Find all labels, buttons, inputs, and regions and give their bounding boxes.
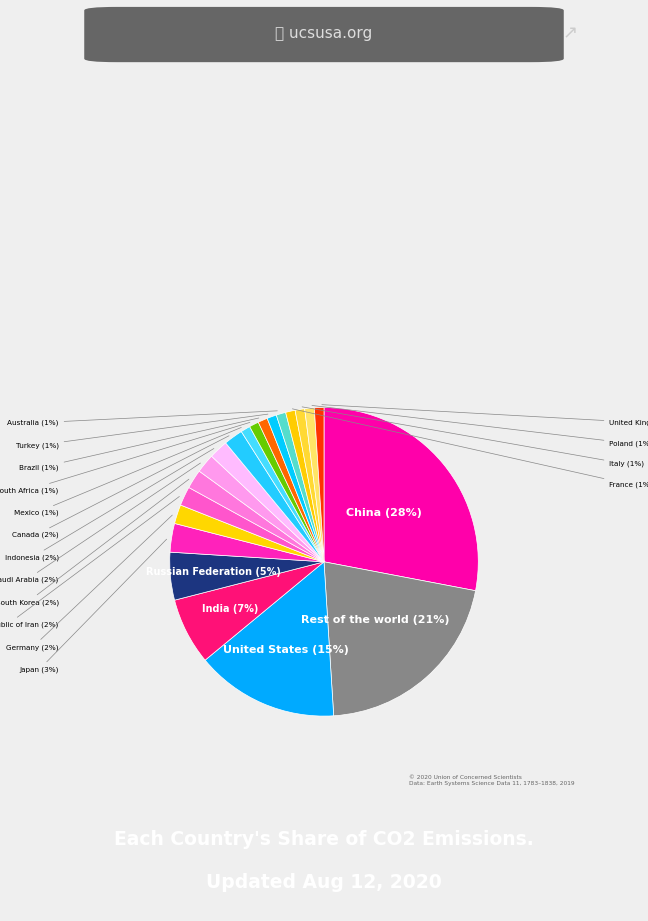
Wedge shape: [286, 410, 324, 562]
Wedge shape: [324, 407, 478, 590]
Text: Brazil (1%): Brazil (1%): [19, 418, 259, 471]
Text: © 2020 Union of Concerned Scientists
Data: Earth Systems Science Data 11, 1783–1: © 2020 Union of Concerned Scientists Dat…: [409, 775, 575, 786]
Wedge shape: [295, 409, 324, 562]
Text: South Korea (2%): South Korea (2%): [0, 479, 189, 606]
Text: Poland (1%): Poland (1%): [312, 405, 648, 447]
Wedge shape: [174, 505, 324, 562]
Text: Indonesia (2%): Indonesia (2%): [5, 449, 214, 561]
Text: Japan (3%): Japan (3%): [19, 539, 167, 673]
Wedge shape: [170, 552, 324, 600]
Text: India (7%): India (7%): [202, 604, 259, 614]
Text: Updated Aug 12, 2020: Updated Aug 12, 2020: [206, 873, 442, 892]
Text: Australia (1%): Australia (1%): [7, 411, 277, 426]
Text: United States (15%): United States (15%): [223, 645, 349, 655]
Wedge shape: [189, 472, 324, 562]
Text: Turkey (1%): Turkey (1%): [16, 414, 268, 449]
Wedge shape: [249, 422, 324, 562]
Text: Rest of the world (21%): Rest of the world (21%): [301, 614, 449, 624]
Wedge shape: [324, 562, 476, 716]
Text: Italy (1%): Italy (1%): [302, 407, 644, 467]
Wedge shape: [174, 562, 324, 660]
Text: United Kingdom (1%): United Kingdom (1%): [322, 404, 648, 426]
Text: South Africa (1%): South Africa (1%): [0, 423, 250, 494]
Wedge shape: [241, 426, 324, 562]
Wedge shape: [259, 418, 324, 562]
Text: Mexico (1%): Mexico (1%): [14, 427, 241, 516]
Text: Saudi Arabia (2%): Saudi Arabia (2%): [0, 463, 200, 583]
Wedge shape: [211, 443, 324, 562]
Text: ↗: ↗: [562, 24, 578, 42]
Text: Germany (2%): Germany (2%): [6, 515, 172, 650]
Text: Russian Federation (5%): Russian Federation (5%): [146, 567, 281, 577]
Wedge shape: [226, 432, 324, 562]
Text: Each Country's Share of CO2 Emissions.: Each Country's Share of CO2 Emissions.: [114, 830, 534, 849]
Wedge shape: [170, 523, 324, 562]
Wedge shape: [205, 562, 334, 717]
Text: Islamic Republic of Iran (2%): Islamic Republic of Iran (2%): [0, 496, 179, 628]
Text: Canada (2%): Canada (2%): [12, 436, 229, 539]
Wedge shape: [276, 413, 324, 562]
Text: France (1%): France (1%): [292, 409, 648, 488]
FancyBboxPatch shape: [84, 7, 564, 62]
Wedge shape: [305, 408, 324, 562]
Wedge shape: [267, 415, 324, 562]
Wedge shape: [199, 456, 324, 562]
Text: China (28%): China (28%): [345, 507, 421, 518]
Wedge shape: [181, 487, 324, 562]
Text: 🔒 ucsusa.org: 🔒 ucsusa.org: [275, 26, 373, 41]
Wedge shape: [314, 407, 324, 562]
